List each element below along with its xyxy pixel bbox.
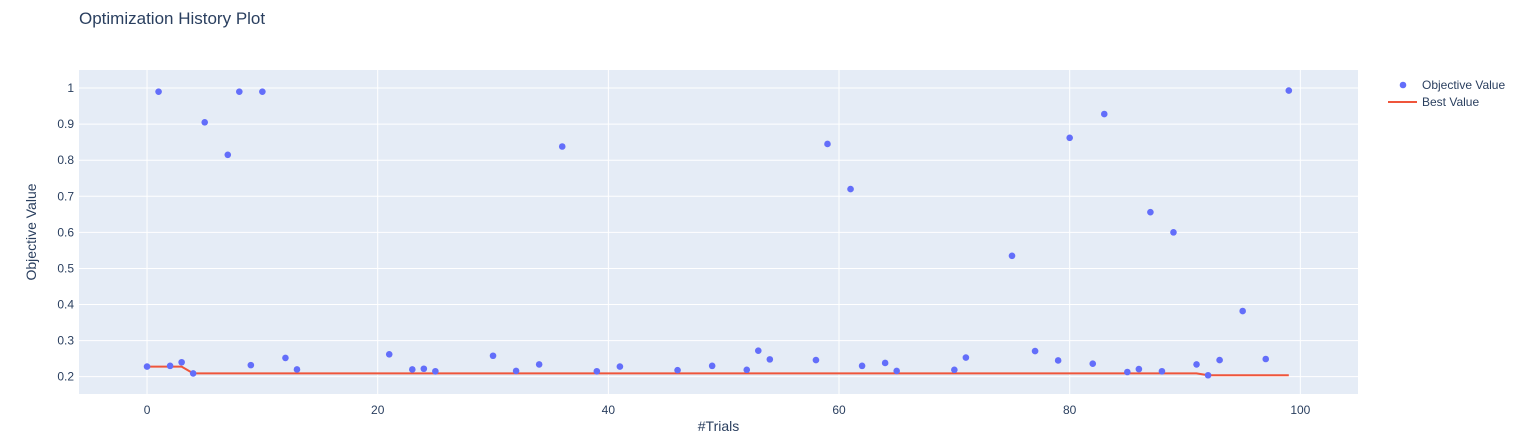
x-tick-label: 20: [371, 403, 385, 417]
chart-title: Optimization History Plot: [79, 9, 265, 28]
objective-point: [1147, 208, 1154, 216]
objective-point: [512, 367, 520, 375]
y-tick-label: 0.7: [57, 189, 74, 203]
y-tick-label: 0.9: [57, 117, 74, 131]
legend-item-objective-value[interactable]: Objective Value: [1399, 78, 1506, 92]
grid-lines: [79, 70, 1358, 394]
legend-marker-objective: [1399, 81, 1407, 89]
objective-point: [293, 366, 301, 373]
objective-point: [1262, 355, 1270, 363]
objective-point: [1239, 307, 1246, 315]
objective-point: [743, 366, 751, 374]
objective-point: [824, 140, 831, 148]
objective-point: [489, 352, 497, 360]
objective-point: [1204, 371, 1212, 379]
objective-value-series: [143, 87, 1293, 379]
x-tick-label: 100: [1290, 403, 1310, 417]
x-tick-label: 60: [832, 403, 846, 417]
objective-point: [1089, 360, 1097, 367]
objective-point: [1066, 134, 1073, 142]
objective-point: [847, 185, 854, 193]
y-tick-label: 0.5: [57, 261, 74, 275]
objective-point: [236, 88, 243, 95]
objective-point: [166, 362, 174, 370]
objective-point: [155, 88, 162, 95]
x-axis-title: #Trials: [698, 418, 740, 434]
objective-point: [385, 351, 393, 358]
objective-point: [1124, 368, 1131, 376]
objective-point: [1285, 87, 1293, 94]
objective-point: [1031, 347, 1039, 355]
legend-label-objective: Objective Value: [1422, 78, 1505, 92]
y-tick-label: 0.3: [57, 334, 74, 348]
objective-point: [1170, 229, 1177, 236]
objective-point: [1100, 110, 1108, 118]
objective-point: [1193, 361, 1200, 368]
objective-point: [201, 119, 209, 126]
legend-item-best-value[interactable]: Best Value: [1388, 95, 1479, 109]
objective-point: [881, 359, 889, 367]
objective-point: [962, 354, 970, 361]
objective-point: [432, 367, 439, 375]
legend[interactable]: Objective Value Best Value: [1388, 78, 1505, 109]
objective-point: [1054, 357, 1062, 364]
y-tick-label: 0.6: [57, 225, 74, 239]
y-axis-title: Objective Value: [23, 183, 39, 280]
objective-point: [1008, 252, 1016, 260]
objective-point: [893, 367, 900, 375]
objective-point: [754, 347, 762, 355]
y-tick-label: 1: [67, 81, 74, 95]
objective-point: [420, 365, 428, 373]
y-tick-label: 0.4: [57, 298, 74, 312]
objective-point: [259, 88, 266, 95]
x-tick-label: 80: [1063, 403, 1077, 417]
objective-point: [708, 362, 716, 370]
objective-point: [858, 362, 866, 370]
objective-point: [766, 356, 774, 363]
objective-point: [178, 358, 185, 366]
axis-ticks: 0 20 40 60 80 100 0.2 0.3 0.4 0.5 0.6 0.7 0.8 0.9 1: [57, 81, 1310, 417]
objective-point: [1216, 356, 1223, 364]
objective-point: [143, 363, 151, 370]
objective-point: [616, 363, 624, 370]
objective-point: [535, 361, 543, 368]
x-tick-label: 40: [602, 403, 616, 417]
objective-point: [1135, 365, 1143, 373]
legend-label-best: Best Value: [1422, 95, 1479, 109]
objective-point: [1158, 367, 1166, 375]
objective-point: [282, 354, 289, 362]
objective-point: [189, 370, 197, 377]
objective-point: [247, 361, 255, 369]
objective-point: [224, 151, 232, 159]
objective-point: [812, 356, 820, 364]
x-tick-label: 0: [144, 403, 151, 417]
objective-point: [593, 367, 601, 375]
objective-point: [558, 143, 566, 150]
objective-point: [409, 366, 416, 373]
objective-point: [951, 366, 958, 374]
y-tick-label: 0.2: [57, 370, 74, 384]
y-tick-label: 0.8: [57, 153, 74, 167]
objective-point: [674, 366, 681, 374]
